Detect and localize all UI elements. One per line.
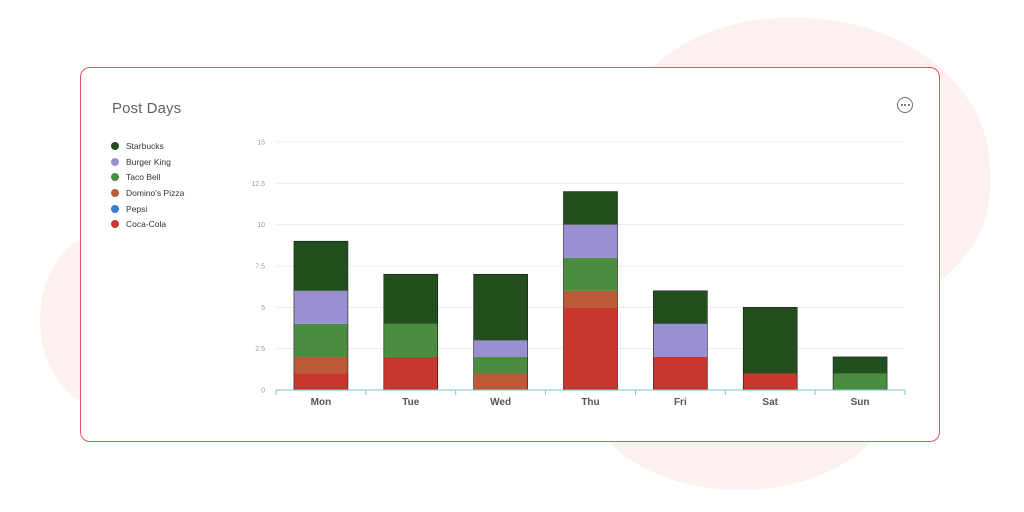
legend-label: Taco Bell: [126, 172, 161, 183]
bar-segment: [473, 274, 528, 341]
y-tick-label: 5: [261, 305, 265, 312]
legend-swatch: [111, 188, 119, 197]
legend-item[interactable]: Burger King: [111, 154, 184, 170]
bar-segment: [473, 356, 528, 374]
bar-segment: [563, 224, 618, 258]
bar-segment: [293, 373, 348, 390]
bar-segment: [473, 373, 528, 390]
bar-segment: [383, 274, 438, 324]
legend-swatch: [111, 204, 119, 213]
bar-segment: [293, 323, 348, 357]
bar-segment: [743, 307, 798, 374]
bar-segment: [293, 241, 348, 291]
legend-swatch: [111, 141, 119, 150]
bar-segment: [563, 290, 618, 308]
bar-segment: [293, 356, 348, 374]
legend-item[interactable]: Starbucks: [111, 138, 184, 154]
y-tick-label: 15: [257, 140, 265, 147]
y-tick-label: 0: [261, 388, 265, 395]
bar-segment: [653, 356, 708, 390]
bar-segment: [563, 257, 618, 291]
chart-card: Post Days Starbucks Burger King Taco Bell D…: [80, 67, 940, 442]
x-tick-label: Tue: [402, 397, 419, 408]
legend-item[interactable]: Domino's Pizza: [111, 185, 184, 201]
x-tick-label: Sun: [851, 397, 870, 408]
x-tick-label: Fri: [674, 397, 687, 408]
legend-label: Pepsi: [126, 203, 148, 214]
more-horizontal-icon: [900, 104, 903, 106]
legend-swatch: [111, 173, 119, 182]
stacked-bar-chart: 0 2.5 5 7.5 10 12.5 15 Mon Tue Wed Thu Fri Sat Sun: [251, 140, 906, 408]
bar-segment: [563, 307, 618, 390]
legend-swatch: [111, 157, 119, 166]
y-tick-label: 12.5: [251, 181, 265, 188]
more-options-button[interactable]: [897, 97, 913, 113]
bar-segment: [743, 373, 798, 390]
legend-item[interactable]: Pepsi: [111, 201, 184, 217]
legend-label: Burger King: [126, 156, 171, 167]
bar-segment: [833, 373, 888, 390]
bar-segment: [653, 290, 708, 324]
more-horizontal-icon: [907, 104, 910, 106]
bar-segment: [293, 290, 348, 324]
bar-segment: [833, 356, 888, 374]
legend-item[interactable]: Taco Bell: [111, 169, 184, 185]
x-tick-label: Wed: [490, 397, 511, 408]
y-tick-label: 7.5: [255, 264, 265, 271]
card-title: Post Days: [112, 100, 182, 117]
legend-item[interactable]: Coca-Cola: [111, 216, 184, 232]
x-tick-label: Thu: [581, 397, 599, 408]
bar-segment: [653, 323, 708, 357]
chart-legend: Starbucks Burger King Taco Bell Domino's Pi…: [111, 138, 184, 232]
y-tick-label: 2.5: [255, 346, 265, 353]
legend-label: Coca-Cola: [126, 219, 167, 230]
bar-segment: [473, 340, 528, 357]
y-tick-label: 10: [257, 222, 265, 229]
legend-label: Domino's Pizza: [126, 187, 185, 198]
legend-swatch: [111, 220, 119, 229]
bar-segment: [383, 323, 438, 357]
x-tick-label: Mon: [311, 397, 332, 408]
legend-label: Starbucks: [126, 140, 164, 151]
bar-segment: [563, 191, 618, 225]
bar-segment: [383, 356, 438, 390]
x-tick-label: Sat: [762, 397, 778, 408]
more-horizontal-icon: [904, 104, 906, 106]
